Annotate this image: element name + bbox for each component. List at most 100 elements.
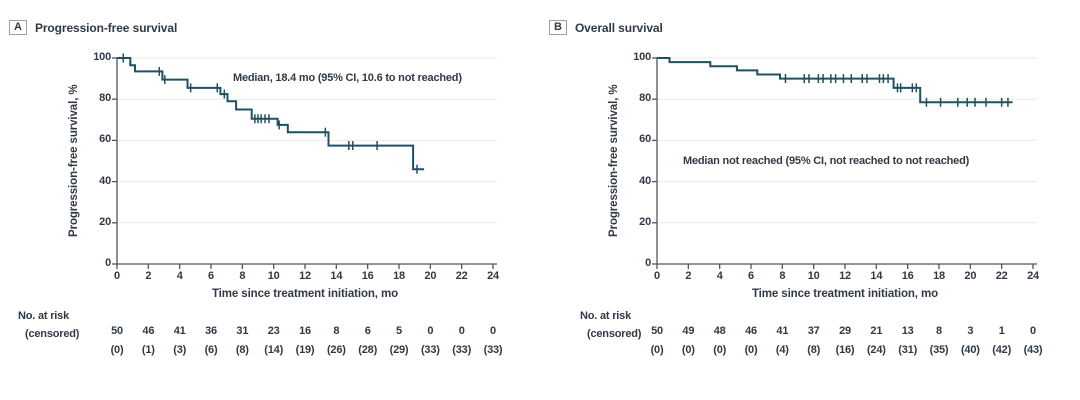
at-risk-count: 29 — [839, 325, 851, 337]
censored-count: (33) — [452, 344, 472, 356]
x-tick-label: 12 — [839, 270, 851, 282]
x-tick-label: 8 — [779, 270, 786, 282]
at-risk-count: 3 — [967, 325, 974, 337]
x-tick-label: 14 — [330, 270, 343, 282]
censored-count: (14) — [264, 344, 284, 356]
panel-title: Overall survival — [574, 20, 663, 35]
panel-letter-badge: B — [549, 20, 567, 35]
at-risk-count: 37 — [807, 325, 820, 337]
y-tick-label: 80 — [639, 92, 651, 105]
km-curve-svg — [652, 57, 1037, 269]
censored-count-row: (0) (1) (3) (6) (8) (14) (19) (26) (28) (29) (33) (… — [111, 344, 503, 357]
censored-count: (19) — [295, 344, 315, 356]
censored-count: (0) — [650, 344, 664, 356]
at-risk-count: 0 — [490, 325, 496, 337]
x-tick-label: 18 — [933, 270, 945, 282]
censored-count: (8) — [807, 344, 821, 356]
at-risk-count: 0 — [1030, 325, 1036, 337]
y-tick-label: 100 — [633, 51, 651, 63]
x-axis-label: Time since treatment initiation, mo — [211, 288, 399, 300]
censored-count: (0) — [110, 344, 124, 356]
y-tick-label: 60 — [639, 133, 651, 146]
at-risk-count: 46 — [745, 325, 757, 337]
censored-count-row: (0) (0) (0) (0) (4) (8) (16) (24) (31) (35) (40) (4… — [651, 344, 1043, 357]
at-risk-count: 16 — [299, 325, 311, 337]
at-risk-count: 6 — [364, 325, 371, 337]
censored-count: (33) — [483, 344, 503, 356]
x-tick-label: 2 — [685, 270, 692, 282]
x-tick-label: 20 — [964, 270, 977, 282]
x-tick-label: 6 — [748, 270, 754, 282]
km-curve — [657, 57, 1013, 104]
y-axis-tick-labels: 0 20 40 60 80 100 — [612, 0, 651, 400]
at-risk-count: 21 — [870, 325, 883, 337]
at-risk-count-row: 50 49 48 46 41 37 29 21 13 8 3 1 0 — [651, 325, 1036, 338]
censored-count: (31) — [898, 344, 918, 356]
x-tick-label: 0 — [654, 270, 660, 282]
censored-count: (3) — [173, 344, 187, 356]
x-tick-label: 18 — [393, 270, 405, 282]
censored-count: (24) — [866, 344, 886, 356]
panel-title: Progression-free survival — [34, 20, 178, 35]
censored-count: (40) — [960, 344, 980, 356]
at-risk-count: 50 — [651, 325, 663, 337]
median-annotation: Median not reached (95% CI, not reached … — [683, 155, 970, 167]
panel-header: A Progression-free survival — [9, 20, 177, 35]
x-tick-label: 22 — [995, 270, 1008, 282]
x-tick-label: 10 — [267, 270, 280, 282]
at-risk-count: 41 — [776, 325, 789, 337]
at-risk-count: 5 — [396, 325, 402, 337]
censored-count: (0) — [681, 344, 695, 356]
censored-label: (censored) — [25, 328, 80, 340]
at-risk-count: 13 — [901, 325, 914, 337]
x-axis-tick-labels: 0 2 4 6 8 10 12 14 16 18 20 22 24 — [114, 270, 499, 284]
median-annotation: Median, 18.4 mo (95% CI, 10.6 to not rea… — [233, 72, 462, 84]
panel-header: B Overall survival — [549, 20, 663, 35]
plot-area: Median not reached (95% CI, not reached … — [652, 57, 1037, 269]
x-tick-label: 22 — [455, 270, 468, 282]
no-at-risk-label: No. at risk — [18, 310, 69, 322]
x-tick-label: 0 — [114, 270, 120, 282]
censored-count: (26) — [326, 344, 346, 356]
y-tick-label: 40 — [99, 174, 111, 187]
panel-overall-survival: B Overall survival Progression-free surv… — [540, 0, 1080, 400]
at-risk-count: 46 — [142, 325, 155, 337]
x-tick-label: 24 — [1027, 270, 1039, 282]
x-axis-tick-labels: 0 2 4 6 8 10 12 14 16 18 20 22 24 — [654, 270, 1039, 284]
risk-table-labels: No. at risk (censored) — [580, 310, 641, 340]
risk-table-labels: No. at risk (censored) — [18, 310, 79, 340]
y-tick-label: 100 — [93, 51, 111, 63]
at-risk-count: 49 — [682, 325, 695, 337]
panel-letter-badge: A — [9, 20, 27, 35]
at-risk-count: 36 — [205, 325, 217, 337]
censored-count: (8) — [235, 344, 249, 356]
x-tick-label: 12 — [299, 270, 311, 282]
censored-count: (42) — [992, 344, 1012, 356]
censored-count: (6) — [204, 344, 218, 356]
censored-count: (1) — [141, 344, 155, 356]
censored-count: (35) — [929, 344, 949, 356]
at-risk-count: 48 — [713, 325, 726, 337]
censored-count: (28) — [358, 344, 378, 356]
y-axis-tick-labels: 0 20 40 60 80 100 — [72, 0, 111, 400]
y-tick-label: 20 — [639, 215, 651, 228]
plot-area: Median, 18.4 mo (95% CI, 10.6 to not rea… — [112, 53, 497, 269]
x-tick-label: 16 — [361, 270, 374, 282]
at-risk-count: 0 — [427, 325, 434, 337]
no-at-risk-label: No. at risk — [580, 310, 631, 322]
x-tick-label: 24 — [487, 270, 499, 282]
at-risk-count-row: 50 46 41 36 31 23 16 8 6 5 0 0 0 — [111, 325, 496, 338]
x-tick-label: 16 — [901, 270, 914, 282]
censored-count: (16) — [835, 344, 855, 356]
y-tick-label: 60 — [99, 133, 111, 146]
x-tick-label: 6 — [208, 270, 214, 282]
km-curve — [117, 57, 425, 171]
at-risk-count: 31 — [236, 325, 249, 337]
panel-progression-free-survival: A Progression-free survival Progression-… — [9, 0, 503, 400]
x-tick-label: 20 — [424, 270, 437, 282]
at-risk-count: 1 — [998, 325, 1005, 337]
y-tick-label: 0 — [105, 257, 111, 269]
x-tick-label: 4 — [176, 270, 183, 282]
y-tick-label: 0 — [645, 257, 651, 269]
at-risk-count: 0 — [458, 325, 465, 337]
